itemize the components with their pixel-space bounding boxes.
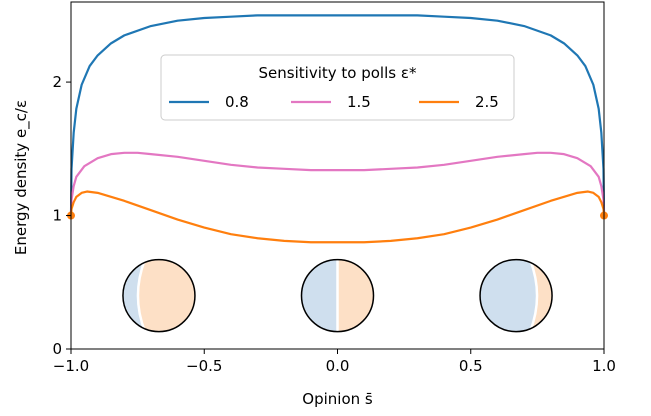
- minority-left-inset: [122, 258, 196, 333]
- legend-label-2.5: 2.5: [475, 93, 499, 111]
- y-tick-label: 0: [52, 340, 62, 358]
- legend: Sensitivity to polls ε* 0.8 1.5 2.5: [160, 54, 515, 121]
- series-line-1.5: [69, 151, 606, 216]
- inset-border: [122, 258, 196, 333]
- series-line-2.5: [69, 190, 606, 244]
- x-axis-label: Opinion s̄: [302, 390, 373, 408]
- inset-region: [337, 259, 374, 332]
- y-tick-label: 2: [52, 73, 62, 91]
- x-tick-label: 1.0: [592, 357, 616, 375]
- y-axis-label: Energy density e_c/ε: [12, 100, 31, 255]
- x-tick-label: −1.0: [53, 357, 89, 375]
- minority-right-inset: [479, 258, 553, 333]
- balanced-center-inset: [300, 258, 375, 333]
- series-line-0.8: [69, 14, 606, 216]
- inset-border: [479, 258, 553, 333]
- x-tick-label: −0.5: [186, 357, 222, 375]
- inset-region: [301, 259, 338, 332]
- legend-label-1.5: 1.5: [347, 93, 371, 111]
- y-tick-label: 1: [52, 207, 62, 225]
- x-tick-label: 0.5: [459, 357, 483, 375]
- legend-box: [160, 54, 515, 121]
- x-tick-label: 0.0: [326, 357, 350, 375]
- legend-label-0.8: 0.8: [225, 93, 249, 111]
- inset-separator: [528, 259, 539, 332]
- inset-separator: [136, 259, 147, 332]
- legend-title: Sensitivity to polls ε*: [259, 64, 417, 82]
- inset-border: [300, 258, 375, 333]
